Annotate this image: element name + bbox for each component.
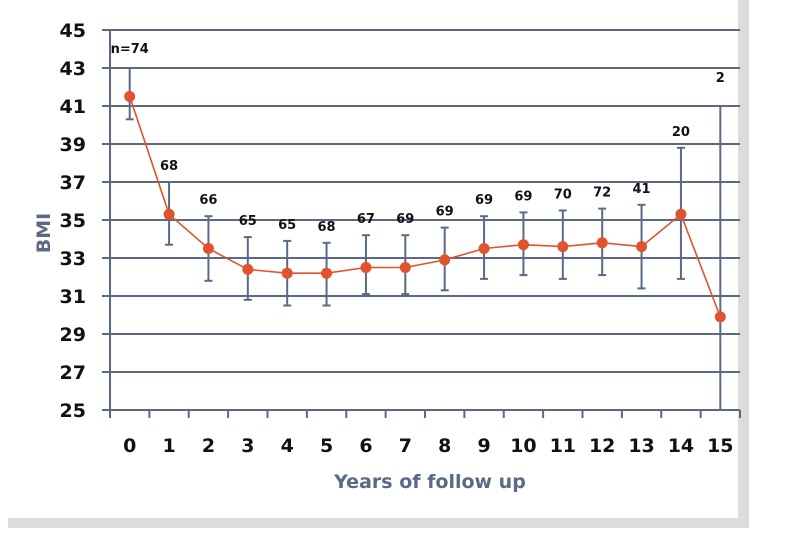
data-point — [636, 241, 648, 253]
sample-size-labels: n=74 68 66 65 65 68 67 69 69 69 69 70 72 41 20 2 — [111, 42, 725, 235]
data-point — [439, 254, 451, 266]
y-tick-label: 45 — [60, 20, 86, 42]
n-label: 20 — [672, 125, 690, 140]
frame-shadow-right — [738, 0, 749, 518]
n-label: 65 — [278, 218, 296, 233]
y-tick-label: 25 — [60, 400, 86, 422]
x-axis-title: Years of follow up — [333, 471, 526, 493]
n-label: 69 — [396, 212, 414, 227]
x-tick-label: 2 — [202, 435, 215, 457]
data-point — [124, 91, 136, 102]
x-tick-label: 11 — [550, 435, 576, 457]
y-tick-label: 35 — [60, 210, 86, 232]
n-label: 41 — [633, 182, 651, 197]
x-tick-label: 8 — [438, 435, 451, 457]
y-tick-label: 37 — [60, 172, 86, 194]
x-tick-label: 1 — [162, 435, 175, 457]
n-label: 69 — [436, 205, 454, 220]
x-tick-label: 10 — [510, 435, 536, 457]
data-point — [517, 239, 529, 251]
y-axis-title: BMI — [33, 213, 55, 253]
x-tick-label: 15 — [707, 435, 733, 457]
n-label: 68 — [160, 159, 178, 174]
data-point — [163, 208, 175, 220]
y-tick-label: 33 — [60, 248, 86, 270]
data-point — [360, 262, 372, 273]
y-tick-label: 41 — [60, 96, 86, 118]
data-point — [557, 241, 569, 253]
x-tick-label: 14 — [668, 435, 694, 457]
n-label: 69 — [475, 193, 493, 208]
x-tick-label: 13 — [628, 435, 654, 457]
n-label: 72 — [593, 186, 611, 201]
x-tick-label: 4 — [281, 435, 294, 457]
y-tick-label: 29 — [60, 324, 86, 346]
n-label: 70 — [554, 188, 572, 203]
data-point — [242, 263, 254, 275]
data-point — [714, 311, 726, 323]
n-label: 67 — [357, 212, 375, 227]
x-tick-label: 12 — [589, 435, 615, 457]
data-point — [596, 237, 608, 249]
n-label: 66 — [199, 193, 217, 208]
data-point — [321, 267, 333, 279]
grid-lines — [102, 29, 740, 411]
y-tick-label: 31 — [60, 286, 86, 308]
n-label: 2 — [716, 71, 725, 86]
x-tick-labels: 0 1 2 3 4 5 6 7 8 9 10 11 12 13 14 15 — [123, 435, 733, 457]
series-line — [128, 96, 722, 318]
axes — [109, 30, 741, 418]
y-tick-label: 27 — [60, 362, 86, 384]
x-tick-label: 3 — [241, 435, 254, 457]
frame-shadow-bottom — [8, 518, 749, 528]
data-point — [202, 243, 214, 254]
x-tick-label: 7 — [399, 435, 412, 457]
data-point — [399, 262, 411, 273]
data-point — [478, 243, 490, 254]
error-bars — [125, 67, 725, 411]
data-point — [281, 267, 293, 279]
y-tick-label: 39 — [60, 134, 86, 156]
x-tick-label: 5 — [320, 435, 333, 457]
n-label: 68 — [318, 220, 336, 235]
data-point — [675, 208, 687, 220]
n-label: n=74 — [111, 42, 149, 57]
data-points — [124, 91, 726, 323]
x-tick-label: 6 — [359, 435, 372, 457]
n-label: 69 — [514, 189, 532, 204]
x-tick-label: 0 — [123, 435, 136, 457]
x-tick-label: 9 — [477, 435, 490, 457]
n-label: 65 — [239, 214, 257, 229]
series-polyline — [128, 96, 722, 318]
y-tick-label: 43 — [60, 58, 86, 80]
y-tick-labels: 45 43 41 39 37 35 33 31 29 27 25 — [60, 20, 86, 422]
